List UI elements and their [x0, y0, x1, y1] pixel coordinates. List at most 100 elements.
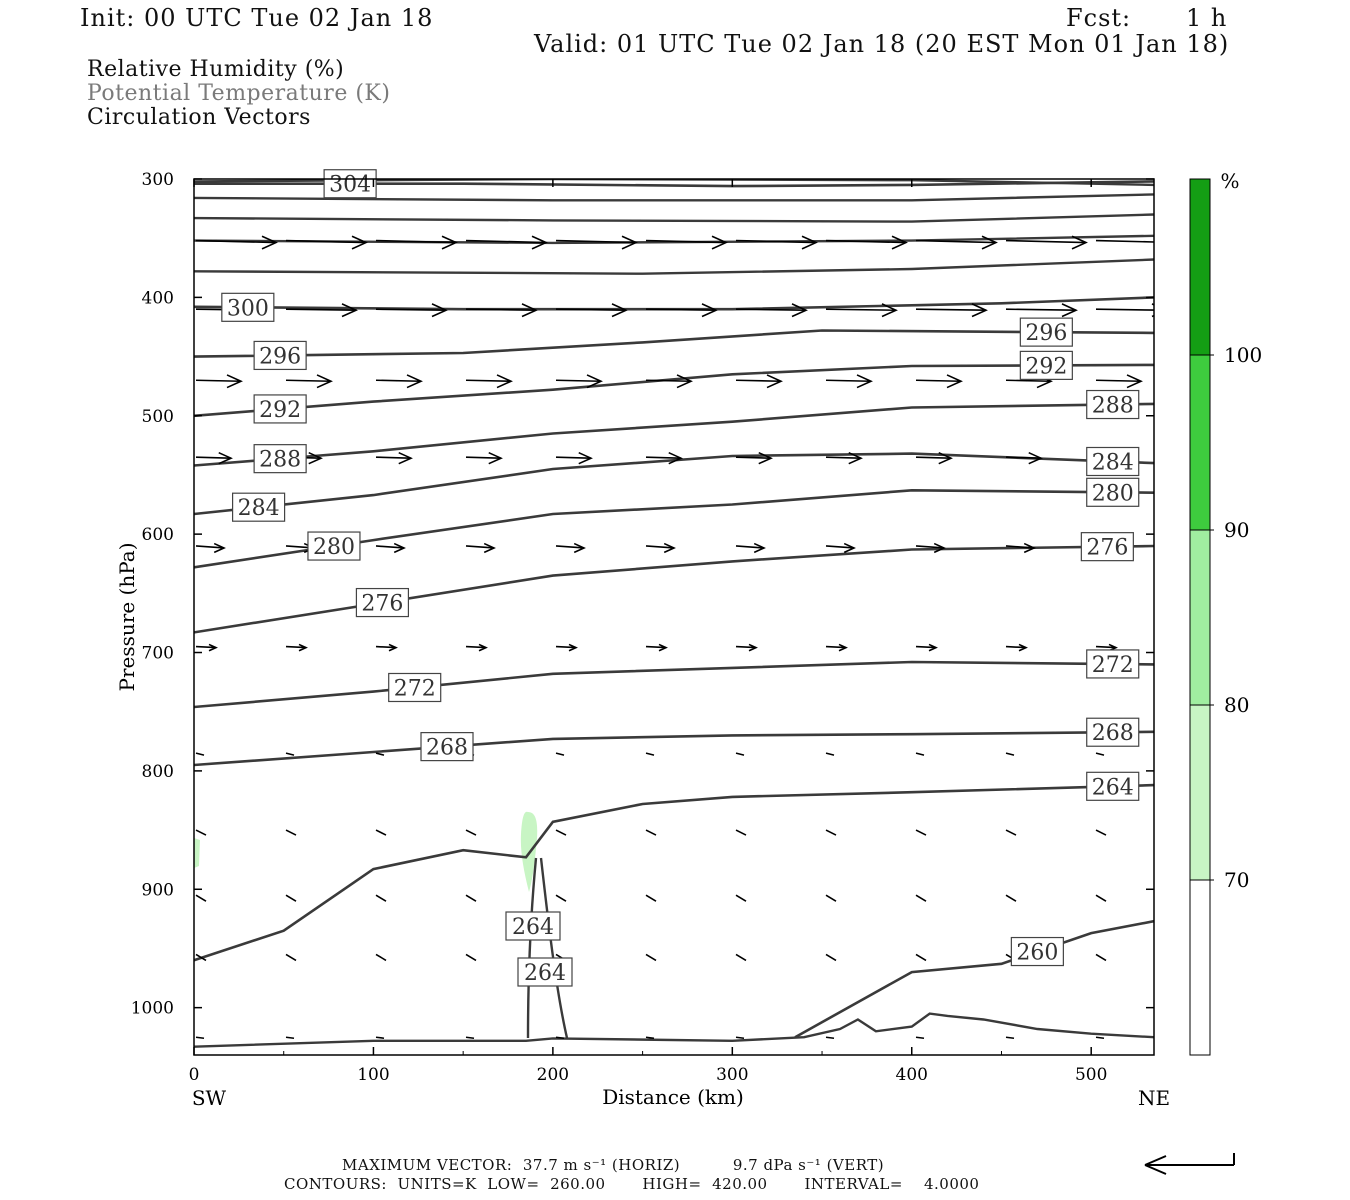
vector-arrow [465, 545, 495, 549]
vector-arrowhead [933, 542, 946, 554]
vector-arrowhead [753, 542, 766, 554]
contour-label-box [1010, 936, 1064, 967]
y-tick-label: 1000 [131, 999, 174, 1019]
vector-arrowhead [308, 451, 323, 465]
theta-contour-288 [194, 402, 1154, 467]
theta-contour-aux [194, 258, 1154, 275]
contour-label-260: 260 [1016, 941, 1058, 966]
theta-contours [194, 180, 1154, 1039]
vector-arrow [375, 456, 412, 459]
contour-label-box [1019, 350, 1073, 380]
vector-arrowhead [578, 451, 593, 465]
vector-arrow [1005, 1036, 1015, 1040]
vector-arrowhead [801, 235, 818, 250]
vector-arrowhead [928, 643, 938, 652]
contour-label-box [1080, 532, 1134, 562]
contour-labels: 304 300 296 296 292 292 288 288 284 284 280 280 276 2… [221, 169, 1140, 987]
theta-contour-aux [194, 213, 1154, 223]
vector-arrowhead [668, 451, 683, 465]
vector-arrow [825, 953, 837, 962]
vector-arrowhead [298, 643, 308, 652]
vector-arrowhead [261, 235, 278, 250]
vector-arrow [915, 645, 937, 649]
y-tick-label: 700 [142, 644, 174, 664]
vector-arrow [1005, 308, 1077, 312]
contour-label-box [253, 394, 307, 424]
vector-arrowhead [971, 303, 988, 318]
vector-arrowhead [573, 542, 586, 554]
colorbar: 70 80 90 100 [1189, 178, 1262, 1056]
vector-arrow [915, 239, 997, 244]
forecast-label: Fcst: [1066, 4, 1132, 32]
vector-arrowhead [791, 303, 808, 318]
vector-arrow [285, 829, 297, 836]
y-tick-label: 900 [142, 880, 174, 900]
vector-arrowhead [701, 303, 718, 318]
vector-arrow [915, 894, 927, 902]
vector-arrow [915, 829, 927, 836]
vector-arrowhead [568, 643, 578, 652]
y-tick-label: 500 [142, 407, 174, 427]
vector-arrowhead [658, 643, 668, 652]
vector-arrow [285, 308, 357, 312]
vector-arrow [915, 308, 987, 312]
contour-label-box [1086, 771, 1140, 801]
contour-info: CONTOURS: UNITS=K LOW= 260.00 HIGH= 420.… [284, 1175, 980, 1193]
theta-contour-272 [194, 660, 1154, 709]
vector-arrow [465, 953, 477, 962]
contour-label-box [1086, 649, 1140, 679]
vector-arrow [195, 239, 277, 244]
vector-arrowhead [1061, 303, 1078, 318]
vector-arrowhead [1018, 643, 1028, 652]
vector-arrowhead [431, 303, 448, 318]
vector-arrow [195, 1036, 205, 1040]
contour-label-264: 264 [512, 915, 554, 940]
vector-arrow [825, 456, 862, 459]
contour-label-box [1019, 317, 1073, 347]
contour-label-280: 280 [1092, 481, 1134, 506]
vector-arrow [825, 545, 855, 549]
contour-label-box [420, 732, 474, 762]
vector-arrow [645, 308, 717, 312]
vector-arrow [285, 953, 297, 962]
vector-arrowhead [748, 643, 758, 652]
vector-arrowhead [938, 451, 953, 465]
theta-contour-300 [194, 296, 1154, 311]
vector-arrow [735, 752, 745, 756]
vector-arrow [825, 894, 837, 902]
vector-arrowhead [441, 235, 458, 250]
vector-arrow [915, 456, 952, 459]
vector-arrow [465, 308, 537, 312]
contour-label-272: 272 [1092, 653, 1134, 678]
vector-arrow [915, 545, 945, 549]
vector-arrow [735, 379, 782, 383]
colorbar-label: 70 [1224, 868, 1249, 892]
vector-arrow [375, 1036, 385, 1040]
vector-arrowhead [838, 643, 848, 652]
vector-arrow [195, 379, 242, 383]
vector-arrow [915, 379, 962, 383]
init-time: Init: 00 UTC Tue 02 Jan 18 [80, 4, 434, 32]
vector-arrow [465, 1036, 475, 1040]
vector-arrow [465, 645, 487, 649]
legend-theta: Potential Temperature (K) [87, 81, 391, 106]
contour-label-296: 296 [1025, 321, 1067, 346]
contour-label-284: 284 [238, 496, 280, 521]
contour-label-box [1086, 389, 1140, 420]
x-tick-label: 200 [537, 1065, 569, 1085]
theta-contour-276 [194, 544, 1154, 634]
y-tick-label: 400 [142, 288, 174, 308]
vector-arrow [1095, 1036, 1105, 1040]
contour-label-box [253, 444, 307, 474]
vector-arrow [645, 1036, 655, 1040]
theta-contour-aux [194, 193, 1154, 202]
vector-arrow [645, 456, 682, 459]
vector-arrowhead [586, 374, 603, 389]
vector-arrow [195, 456, 232, 459]
vector-arrow [825, 1036, 835, 1040]
x-axis-title: Distance (km) [602, 1085, 744, 1109]
contour-label-264: 264 [1092, 775, 1134, 800]
contour-label-box [1086, 717, 1140, 747]
vector-arrow [285, 752, 295, 756]
contour-label-288: 288 [1092, 394, 1134, 419]
